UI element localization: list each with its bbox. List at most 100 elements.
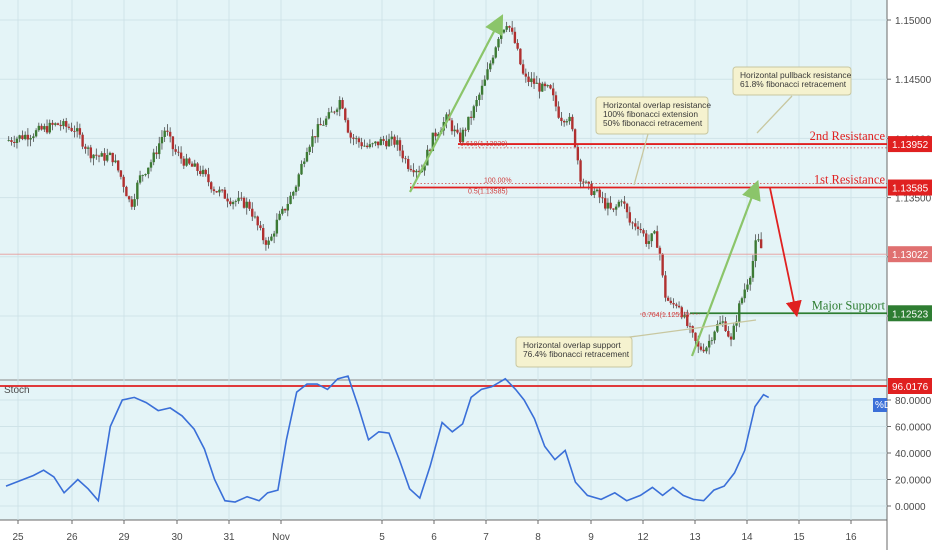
candle-body xyxy=(267,240,270,245)
candle-body xyxy=(716,324,719,332)
candle-body xyxy=(478,94,481,100)
candle-body xyxy=(647,241,651,244)
date-tick-label: 29 xyxy=(118,532,130,543)
badge-bg xyxy=(888,305,932,322)
candle-body xyxy=(256,216,259,226)
date-tick-label: Nov xyxy=(272,532,290,543)
candle-body xyxy=(453,129,456,132)
candle-body xyxy=(614,206,618,210)
candle-body xyxy=(669,300,673,304)
candle-body xyxy=(62,121,65,127)
candle-body xyxy=(683,314,686,318)
stoch-tick-label: 0.0000 xyxy=(895,502,926,513)
candle-body xyxy=(207,174,210,183)
green-trend-arrow xyxy=(409,14,504,193)
candle-body xyxy=(371,143,374,145)
candle-body xyxy=(111,152,114,163)
candle-body xyxy=(431,132,435,151)
candle-body xyxy=(56,123,60,125)
candle-body xyxy=(259,225,262,228)
candle-body xyxy=(37,125,41,131)
candle-body xyxy=(464,129,467,131)
candle-body xyxy=(114,160,117,163)
price-tick-label: 1.14500 xyxy=(895,75,932,86)
candle-body xyxy=(535,82,538,84)
candle-body xyxy=(732,325,735,340)
candle-body xyxy=(215,191,218,193)
badge-label: 1.13022 xyxy=(892,250,929,261)
candle-body xyxy=(593,191,596,195)
candle-body xyxy=(557,106,560,118)
candle-body xyxy=(710,340,714,342)
fib-label: 0.764(1.12517) xyxy=(642,312,689,319)
candle-body xyxy=(409,168,413,171)
candle-body xyxy=(54,123,57,125)
candle-body xyxy=(352,137,355,139)
candle-body xyxy=(510,27,514,32)
badge-label: %D xyxy=(875,400,891,411)
candle-body xyxy=(404,158,407,160)
badge-label: 1.13952 xyxy=(892,140,929,151)
candle-body xyxy=(40,125,43,130)
candle-body xyxy=(286,203,290,211)
candle-body xyxy=(688,325,692,327)
candle-body xyxy=(576,146,580,161)
candle-body xyxy=(571,116,574,130)
candle-body xyxy=(319,124,322,126)
candle-body xyxy=(519,48,522,65)
candle-body xyxy=(541,83,544,92)
candle-body xyxy=(590,183,593,195)
candle-body xyxy=(406,158,410,169)
candle-body xyxy=(119,170,123,177)
stoch-pane-background xyxy=(0,380,887,520)
candle-body xyxy=(603,198,607,209)
badge-bg xyxy=(888,179,932,196)
candle-body xyxy=(10,140,13,142)
candle-body xyxy=(152,152,155,163)
candle-body xyxy=(489,63,492,70)
candle-body xyxy=(393,136,396,145)
candle-body xyxy=(748,277,752,285)
candle-body xyxy=(735,321,738,326)
candle-body xyxy=(168,131,172,137)
grid xyxy=(0,0,887,520)
candle-body xyxy=(549,85,552,89)
current-price-badge: 1.13022 xyxy=(888,246,932,263)
candle-body xyxy=(502,29,506,33)
candle-body xyxy=(639,229,642,231)
candle-body xyxy=(220,189,224,191)
candle-body xyxy=(133,199,136,207)
candle-body xyxy=(204,169,207,175)
candle-body xyxy=(147,167,150,175)
candle-body xyxy=(365,145,369,148)
candle-body xyxy=(32,136,35,138)
candle-body xyxy=(13,141,16,143)
candle-body xyxy=(218,189,221,193)
candle-body xyxy=(305,151,309,162)
candle-body xyxy=(565,121,569,123)
note-text-line: 50% fibonacci retracement xyxy=(603,118,703,128)
candle-body xyxy=(212,189,216,192)
candle-body xyxy=(636,226,640,230)
date-tick-label: 9 xyxy=(588,532,594,543)
price-tick-label: 1.15000 xyxy=(895,16,932,27)
candle-body xyxy=(45,126,49,133)
candle-body xyxy=(461,129,465,143)
candle-body xyxy=(97,155,101,157)
candle-body xyxy=(598,189,601,198)
candle-body xyxy=(338,100,341,110)
candle-body xyxy=(231,201,235,205)
candle-body xyxy=(73,130,76,132)
candle-body xyxy=(445,114,448,123)
candle-body xyxy=(385,140,388,147)
price-badges: 1.13952 1.13585 1.12523 1.13022 96.0176%D xyxy=(873,136,932,412)
candle-body xyxy=(527,76,530,82)
candle-body xyxy=(494,47,497,58)
candle-body xyxy=(456,129,459,133)
candle-body xyxy=(92,154,95,159)
candle-body xyxy=(103,153,106,161)
